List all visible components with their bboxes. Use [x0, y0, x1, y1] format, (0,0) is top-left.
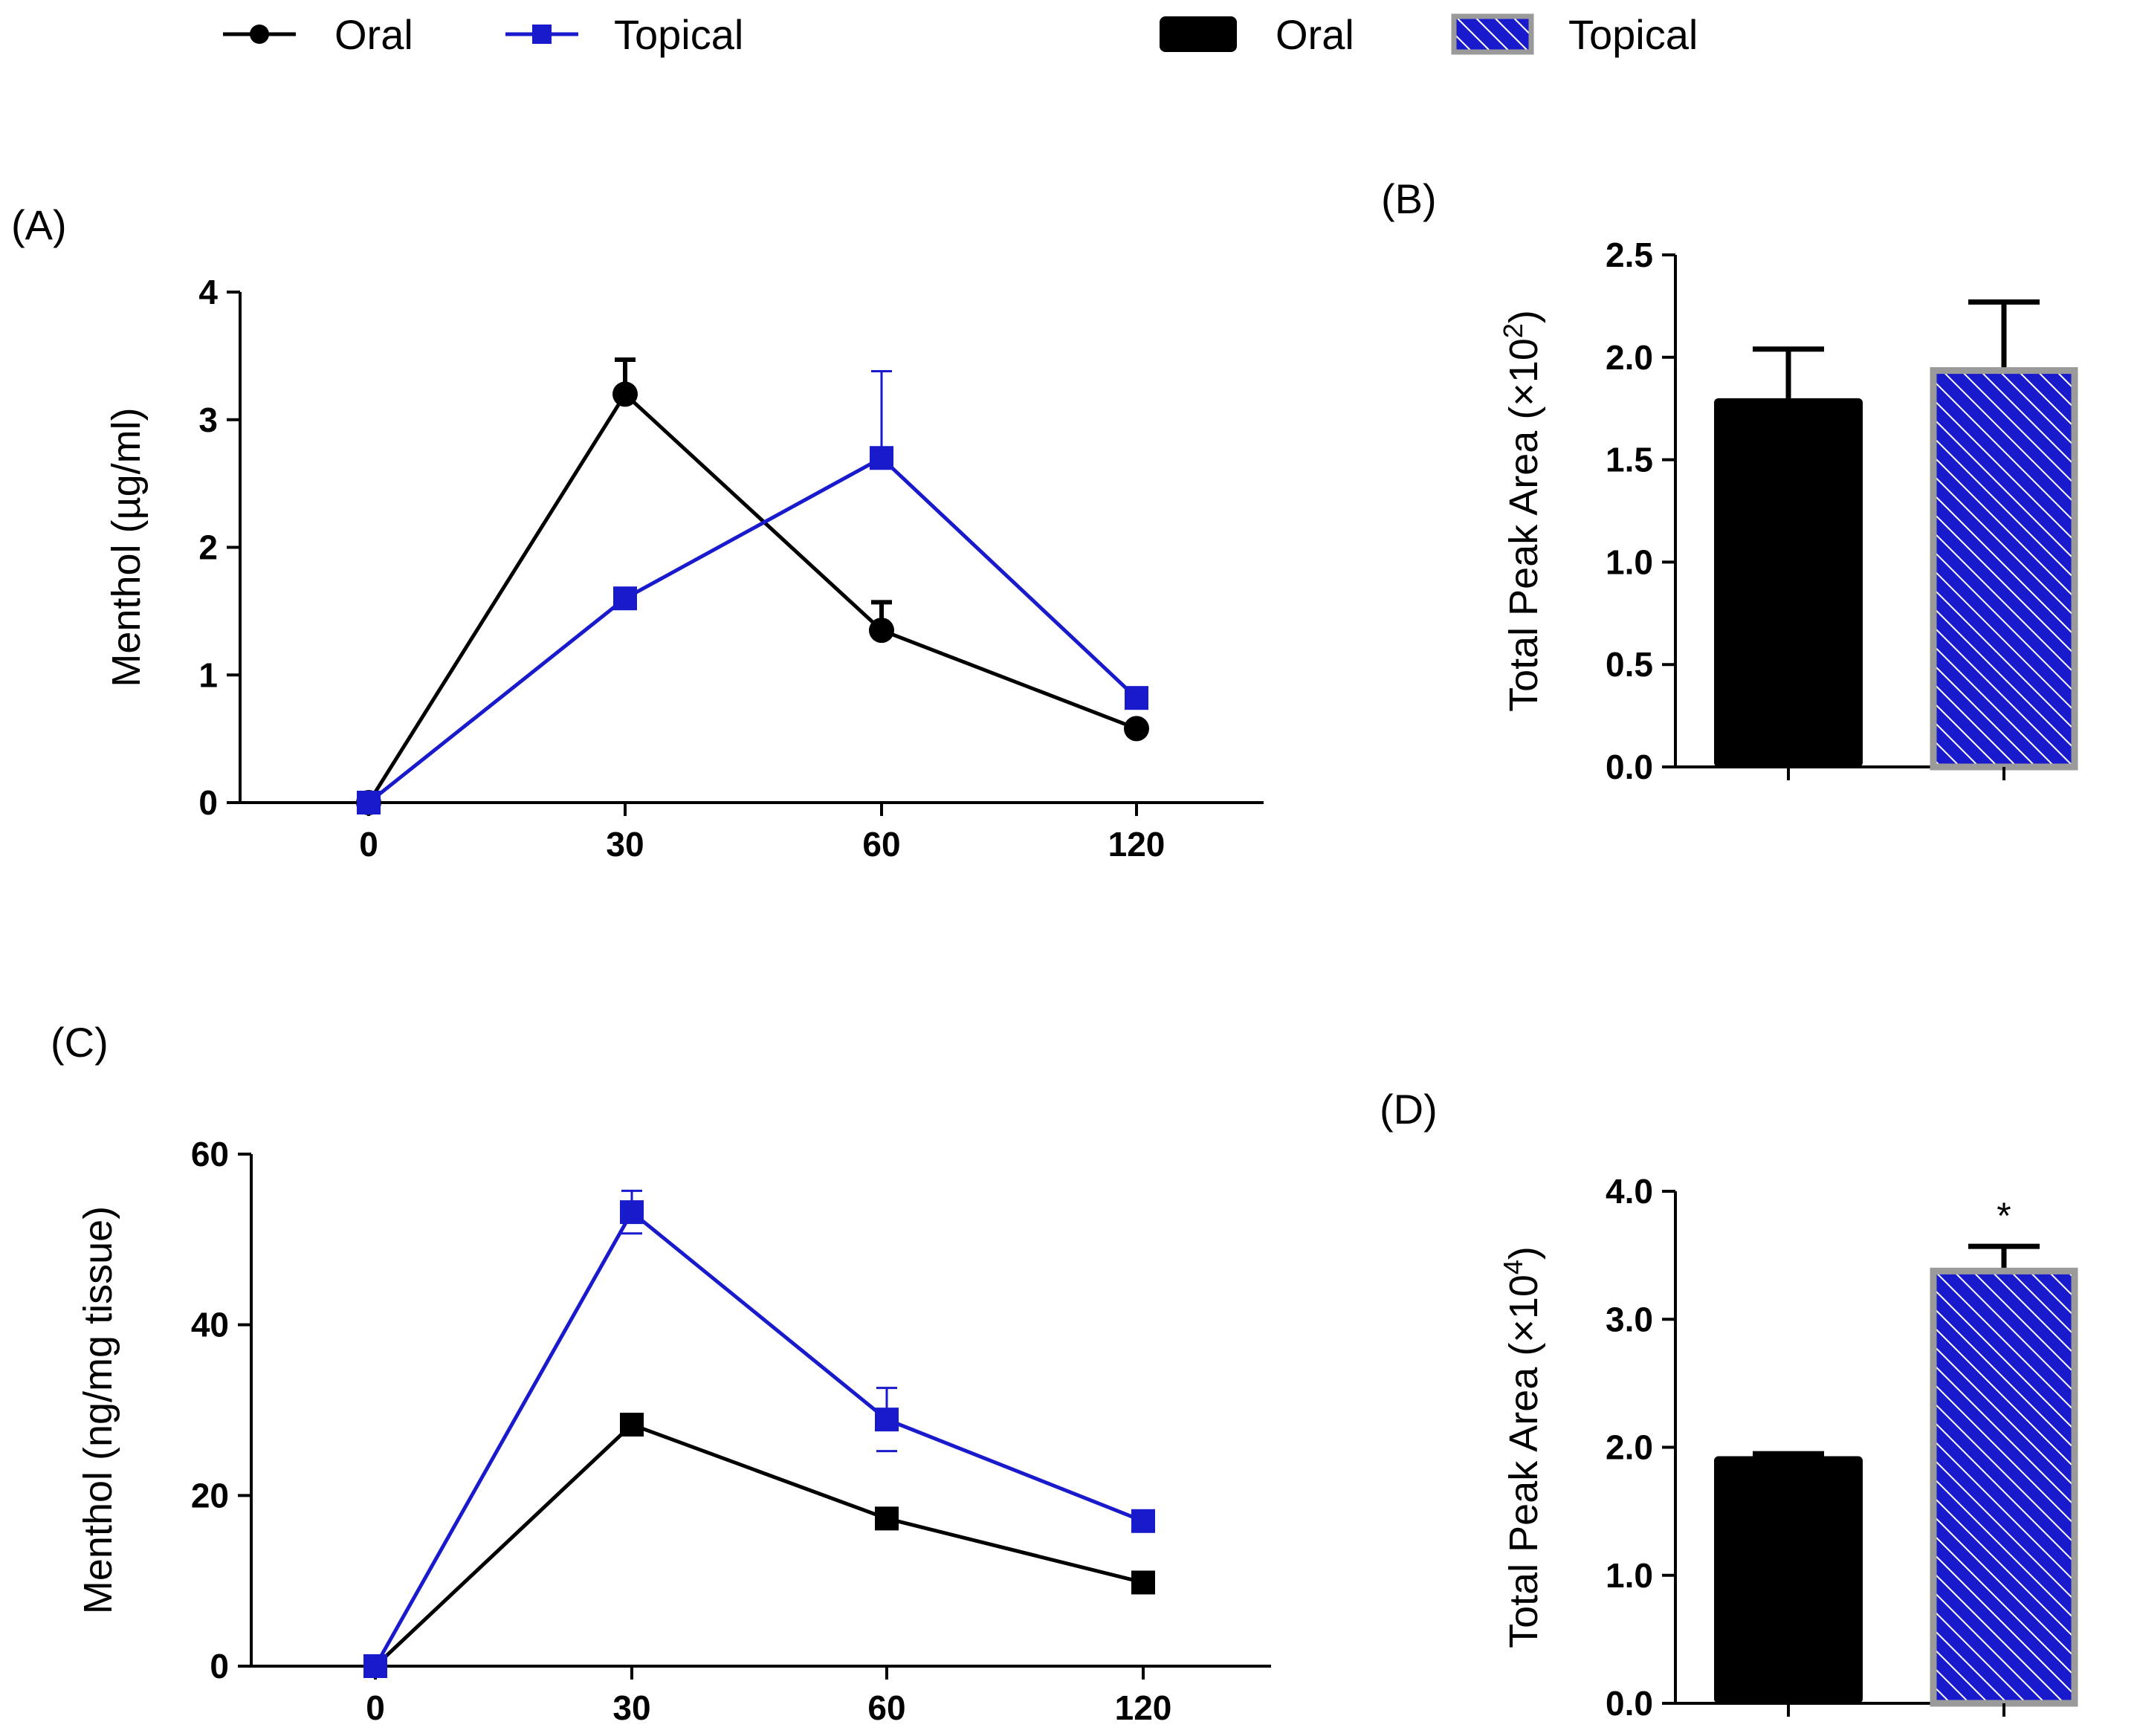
y-axis-label-exponent: 2 — [1498, 323, 1528, 338]
chart-c: (C) 0 20 40 60 0 30 60 120 Menthol (ng/mg tissue) — [51, 1019, 1271, 1727]
legend-bar-oral-swatch — [1160, 16, 1237, 52]
y-tick-label: 1.0 — [1606, 1556, 1653, 1595]
legend-bar-topical-swatch — [1451, 13, 1534, 55]
legend-bars: Oral Topical — [1160, 11, 1698, 58]
series-line — [367, 456, 1138, 804]
y-tick-label: 2.0 — [1606, 1428, 1653, 1467]
data-point-circle — [612, 381, 638, 407]
y-axis-label-text: Total Peak Area (×10 — [1501, 338, 1546, 712]
chart-a: (A) 0 1 2 3 4 0 30 60 120 Menthol (µg/ml) — [11, 201, 1264, 864]
y-axis-label-text: Total Peak Area (×10 — [1501, 1275, 1546, 1648]
series-oral — [356, 357, 1149, 815]
y-tick-label: 2.0 — [1606, 338, 1653, 377]
y-tick-label: 0.5 — [1606, 645, 1653, 684]
data-point-square — [870, 446, 893, 470]
bar-rect — [1930, 367, 2078, 771]
legend-topical-label: Topical — [614, 11, 743, 58]
data-point-square — [1131, 1570, 1155, 1595]
x-tick-label: 120 — [1115, 1688, 1172, 1727]
chart-d: (D) 0.0 1.0 2.0 3.0 4.0 Total Peak Area (×104)… — [1380, 1086, 2078, 1723]
legend-oral-circle-marker — [250, 25, 269, 44]
y-tick-label: 40 — [191, 1306, 229, 1344]
data-point-square — [875, 1506, 899, 1531]
bar-rect — [1714, 1456, 1863, 1703]
bar-topical: * — [1930, 1195, 2078, 1717]
legend-bar-topical-label: Topical — [1568, 11, 1698, 58]
legend-bar-oral-label: Oral — [1276, 11, 1354, 58]
x-tick-label: 60 — [867, 1688, 905, 1727]
y-axis-label: Menthol (ng/mg tissue) — [76, 1206, 120, 1614]
x-tick-label: 30 — [606, 825, 644, 864]
data-point-square — [357, 791, 381, 814]
series-topical — [363, 1189, 1155, 1678]
y-tick-label: 1.5 — [1606, 441, 1653, 479]
series-line — [373, 1209, 1144, 1668]
y-tick-label: 20 — [191, 1476, 229, 1515]
y-axis-label: Menthol (µg/ml) — [104, 407, 149, 687]
chart-b: (B) 0.0 0.5 1.0 1.5 2.0 2.5 Total Peak Area (×1… — [1381, 175, 2078, 786]
panel-label: (D) — [1380, 1086, 1438, 1133]
y-tick-label: 4 — [198, 273, 218, 311]
y-tick-label: 1 — [198, 655, 218, 694]
x-tick-label: 0 — [359, 825, 378, 864]
data-point-circle — [1124, 716, 1149, 742]
y-tick-label: 3.0 — [1606, 1300, 1653, 1338]
y-tick-label: 0.0 — [1606, 748, 1653, 786]
significance-marker: * — [1997, 1195, 2011, 1237]
y-tick-label: 2 — [198, 528, 218, 567]
y-tick-label: 60 — [191, 1135, 229, 1173]
series-topical — [357, 369, 1148, 814]
bar-rect — [1930, 1267, 2078, 1707]
y-axis-label-close: ) — [1501, 1246, 1546, 1260]
x-tick-label: 0 — [366, 1688, 385, 1727]
bar-oral — [1714, 346, 1863, 780]
legend-oral-label: Oral — [334, 11, 413, 58]
panel-label: (C) — [51, 1019, 109, 1066]
y-tick-label: 3 — [198, 401, 218, 439]
series-oral — [363, 1413, 1155, 1678]
series-line — [374, 1422, 1144, 1668]
x-tick-label: 60 — [862, 825, 900, 864]
data-point-square — [1125, 686, 1148, 710]
data-point-square — [620, 1200, 644, 1225]
data-point-square — [875, 1408, 899, 1432]
bar-rect — [1714, 398, 1863, 767]
y-axis-label-close: ) — [1501, 310, 1546, 323]
data-point-square — [613, 586, 637, 611]
series-line — [366, 391, 1137, 804]
data-point-square — [1131, 1509, 1155, 1533]
x-tick-label: 120 — [1108, 825, 1166, 864]
y-axis-label: Total Peak Area (×104) — [1498, 1246, 1546, 1648]
bar-oral — [1714, 1451, 1863, 1717]
data-point-square — [363, 1654, 387, 1678]
x-tick-label: 30 — [612, 1688, 650, 1727]
legend-topical-square-marker — [532, 25, 552, 44]
bar-topical — [1930, 299, 2078, 780]
y-tick-label: 2.5 — [1606, 236, 1653, 274]
data-point-circle — [869, 618, 894, 644]
legend-lines: Oral Topical — [223, 11, 743, 58]
y-tick-label: 1.0 — [1606, 542, 1653, 581]
y-tick-label: 0 — [198, 783, 218, 822]
y-tick-label: 0.0 — [1606, 1684, 1653, 1723]
y-axis-label: Total Peak Area (×102) — [1498, 310, 1546, 712]
panel-label: (B) — [1381, 175, 1437, 222]
panel-label: (A) — [11, 201, 67, 248]
data-point-square — [620, 1413, 644, 1437]
y-tick-label: 4.0 — [1606, 1172, 1653, 1211]
y-tick-label: 0 — [210, 1647, 229, 1685]
y-axis-label-exponent: 4 — [1498, 1260, 1528, 1275]
